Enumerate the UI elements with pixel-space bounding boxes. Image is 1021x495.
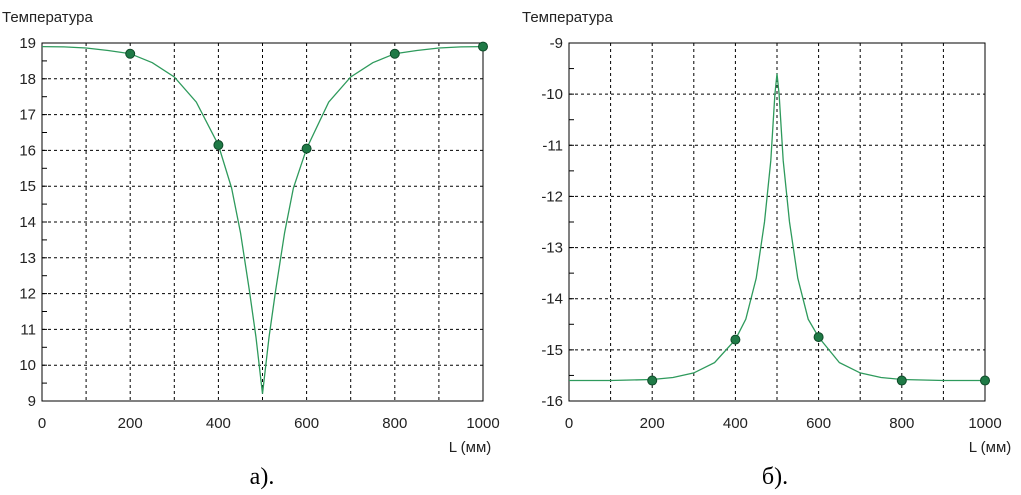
y-tick-label: 11: [20, 321, 36, 338]
y-tick-label: 10: [19, 357, 36, 374]
y-tick-label: 9: [28, 393, 36, 410]
series-line: [41, 45, 484, 394]
x-tick-label: 1000: [466, 415, 499, 432]
x-tick-label: 600: [806, 415, 831, 432]
data-point: [213, 140, 224, 151]
data-point: [647, 375, 658, 386]
y-tick-label: 14: [19, 214, 36, 231]
data-point: [980, 375, 990, 386]
plot-frame: [568, 42, 986, 402]
x-tick-label: 800: [889, 415, 914, 432]
y-axis-label: Температура: [522, 9, 614, 26]
data-point: [125, 48, 136, 59]
y-tick-label: 16: [19, 142, 36, 159]
x-tick-label: 200: [118, 415, 143, 432]
chart-caption: а).: [250, 464, 275, 490]
y-axis-label: Температура: [2, 9, 94, 26]
y-tick-label: 19: [19, 35, 36, 52]
x-tick-label: 600: [294, 415, 319, 432]
x-tick-label: 400: [723, 415, 748, 432]
chart-b: Температура L (мм) б). -16 -15 -14 -13 -12 -1…: [522, 9, 1011, 490]
series-line: [569, 73, 985, 382]
x-tick-label: 200: [640, 415, 665, 432]
chart-caption: б).: [762, 464, 788, 490]
x-tick-label: 0: [565, 415, 573, 432]
y-tick-label: 13: [19, 250, 36, 267]
x-tick-label: 1000: [968, 415, 1001, 432]
y-tick-label: -12: [541, 188, 563, 205]
data-point: [730, 334, 741, 345]
y-tick-label: -15: [541, 342, 563, 359]
data-point: [389, 48, 400, 59]
y-tick-label: 12: [19, 286, 36, 303]
y-tick-label: -10: [541, 86, 563, 103]
data-point: [896, 375, 907, 386]
data-point: [813, 332, 824, 343]
y-tick-label: -13: [541, 240, 563, 257]
y-tick-label: 18: [19, 71, 36, 88]
y-tick-label: -14: [541, 291, 563, 308]
x-axis-label: L (мм): [449, 439, 492, 456]
y-tick-label: -9: [550, 35, 563, 52]
chart-a: Температура L (мм) а). 9 10 11 12 13 14 15 16 17…: [2, 9, 500, 490]
y-tick-label: -11: [542, 137, 563, 154]
x-tick-label: 800: [382, 415, 407, 432]
y-tick-label: 15: [19, 178, 36, 195]
x-tick-label: 400: [206, 415, 231, 432]
x-tick-label: 0: [38, 415, 46, 432]
y-tick-label: -16: [541, 393, 563, 410]
x-axis-label: L (мм): [969, 439, 1012, 456]
data-point: [478, 41, 488, 52]
data-point: [301, 143, 312, 154]
y-tick-label: 17: [19, 107, 36, 124]
